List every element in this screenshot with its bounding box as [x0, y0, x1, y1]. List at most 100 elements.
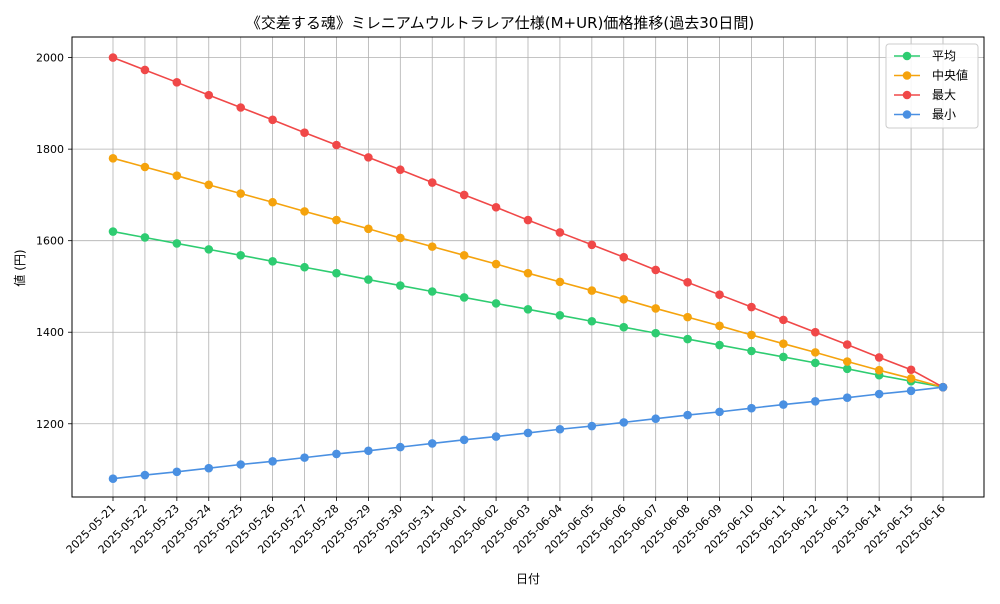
- data-point: [268, 197, 277, 207]
- legend-label: 平均: [932, 49, 956, 63]
- data-point: [715, 407, 724, 417]
- data-point: [204, 180, 214, 190]
- data-point: [427, 242, 437, 251]
- data-point: [842, 340, 852, 349]
- data-point: [811, 358, 820, 368]
- y-tick-label: 1600: [36, 235, 64, 248]
- data-point: [140, 233, 150, 242]
- data-point: [874, 353, 884, 362]
- data-point: [906, 374, 916, 383]
- data-point: [204, 245, 214, 254]
- series-3: [108, 382, 948, 483]
- data-point: [779, 315, 788, 325]
- data-point: [587, 421, 597, 431]
- data-point: [332, 449, 341, 459]
- data-point: [619, 252, 629, 262]
- data-point: [172, 78, 182, 87]
- chart-title: 《交差する魂》ミレニアムウルトラレア仕様(M+UR)価格推移(過去30日間): [246, 14, 754, 32]
- data-point: [651, 265, 660, 275]
- data-point: [364, 153, 373, 162]
- data-point: [651, 414, 660, 424]
- legend-marker: [902, 71, 912, 80]
- data-point: [779, 339, 788, 348]
- data-point: [811, 327, 820, 337]
- x-axis-label: 日付: [516, 572, 540, 586]
- data-point: [715, 290, 724, 299]
- data-point: [140, 65, 150, 75]
- data-point: [747, 330, 756, 340]
- data-point: [747, 346, 756, 356]
- x-axis: 2025-05-212025-05-222025-05-232025-05-24…: [64, 497, 948, 556]
- data-point: [396, 442, 405, 452]
- data-point: [332, 215, 341, 225]
- data-point: [651, 304, 660, 313]
- data-point: [523, 268, 533, 278]
- data-point: [236, 460, 245, 469]
- series-0: [108, 227, 948, 392]
- data-point: [140, 162, 150, 172]
- data-point: [268, 256, 277, 266]
- data-point: [491, 259, 501, 269]
- data-point: [683, 334, 692, 344]
- data-point: [459, 190, 469, 200]
- legend-item: 最小: [894, 108, 956, 122]
- data-point: [396, 281, 405, 290]
- y-tick-label: 2000: [36, 52, 64, 65]
- y-tick-label: 1200: [36, 418, 64, 431]
- data-point: [459, 435, 469, 445]
- data-point: [332, 140, 341, 150]
- data-point: [300, 453, 309, 462]
- data-point: [842, 357, 852, 366]
- data-point: [523, 428, 533, 438]
- data-point: [523, 305, 533, 314]
- data-point: [172, 239, 182, 248]
- data-point: [491, 202, 501, 212]
- data-point: [619, 294, 629, 304]
- data-point: [459, 251, 469, 260]
- legend-marker: [902, 110, 912, 119]
- data-point: [300, 262, 309, 272]
- grid-layer: [72, 37, 984, 497]
- data-point: [555, 277, 565, 287]
- y-tick-label: 1800: [36, 143, 64, 156]
- data-point: [268, 456, 277, 466]
- data-point: [108, 474, 118, 483]
- data-point: [938, 382, 948, 392]
- data-point: [300, 207, 309, 216]
- data-point: [427, 178, 437, 187]
- data-point: [587, 286, 597, 295]
- data-point: [427, 287, 437, 296]
- data-point: [268, 115, 277, 125]
- data-point: [364, 275, 373, 284]
- data-point: [779, 400, 788, 409]
- data-point: [364, 446, 373, 456]
- data-point: [108, 53, 118, 62]
- data-point: [747, 403, 756, 413]
- data-point: [811, 397, 820, 406]
- data-point: [140, 470, 150, 480]
- data-point: [906, 386, 916, 396]
- data-point: [204, 90, 214, 100]
- data-point: [172, 171, 182, 180]
- data-point: [204, 463, 214, 473]
- data-point: [619, 322, 629, 332]
- y-axis: 1200 1400 1600 1800 2000: [36, 52, 72, 431]
- data-point: [491, 299, 501, 308]
- data-point: [683, 410, 692, 420]
- data-point: [332, 268, 341, 278]
- data-point: [427, 439, 437, 448]
- data-point: [651, 328, 660, 338]
- data-point: [459, 293, 469, 302]
- data-point: [874, 389, 884, 399]
- data-point: [555, 228, 565, 237]
- data-point: [236, 103, 245, 112]
- series-2: [108, 53, 948, 392]
- data-point: [555, 310, 565, 320]
- legend-marker: [902, 90, 912, 100]
- data-point: [811, 348, 820, 357]
- data-point: [587, 240, 597, 250]
- legend-label: 最大: [932, 88, 956, 102]
- data-point: [715, 340, 724, 350]
